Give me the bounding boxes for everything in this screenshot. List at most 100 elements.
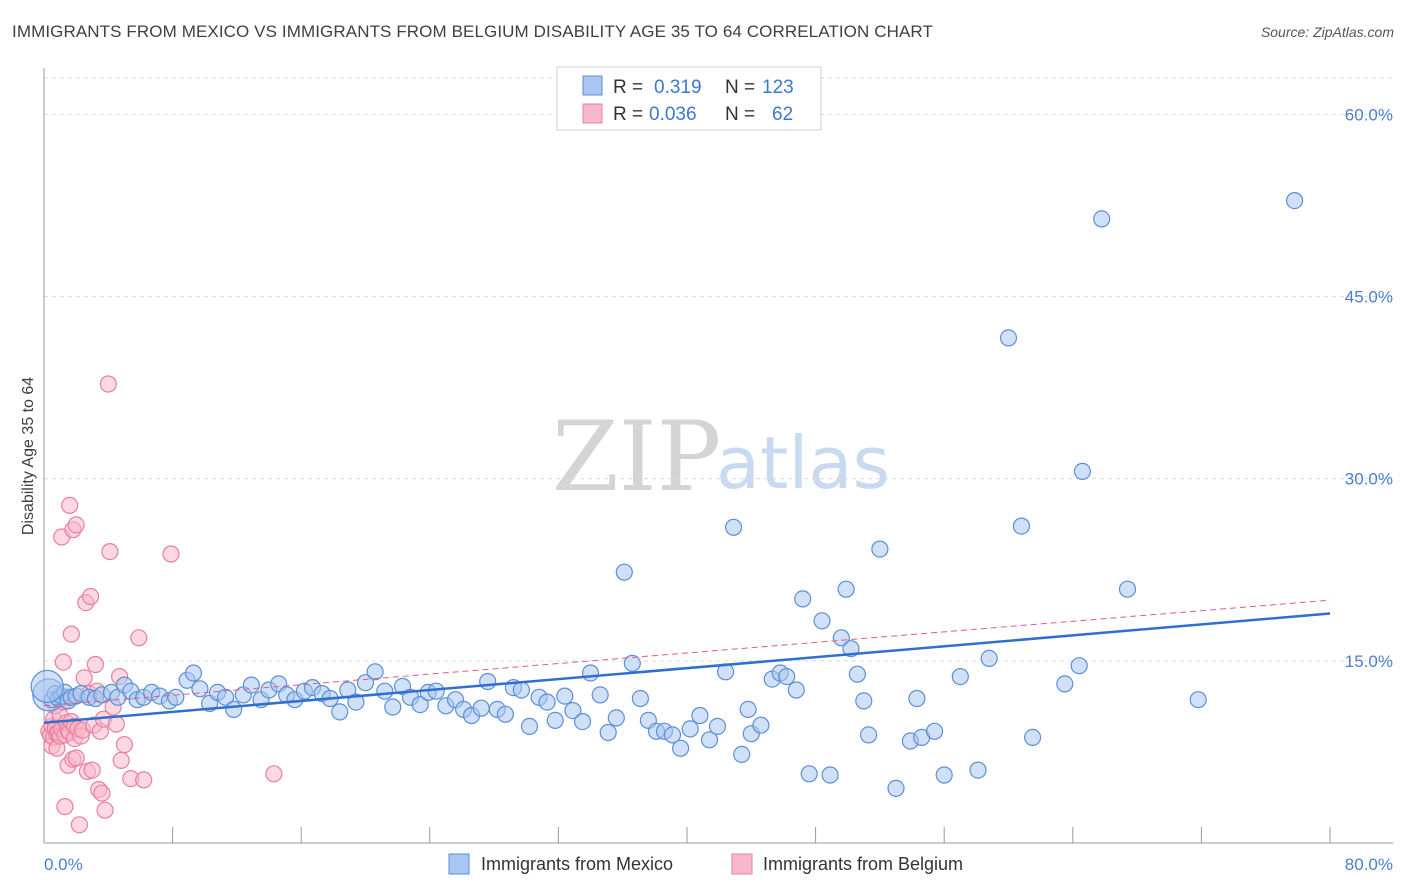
legend-r-value-belgium: 0.036 <box>649 104 697 125</box>
mexico-point-97 <box>800 765 818 783</box>
mexico-point-58 <box>479 672 497 691</box>
mexico-point-72 <box>599 723 617 742</box>
legend-n-value-mexico: 123 <box>762 77 794 98</box>
legend-n-label-mexico: N = <box>725 77 755 98</box>
mexico-point-111 <box>925 722 944 740</box>
mexico-point-50 <box>411 695 429 714</box>
mexico-point-115 <box>980 649 998 668</box>
mexico-point-106 <box>871 540 889 558</box>
mexico-point-109 <box>908 689 926 708</box>
mexico-point-69 <box>573 712 592 731</box>
mexico-point-70 <box>581 664 600 682</box>
mexico-point-84 <box>700 731 719 749</box>
gridlines <box>44 77 1393 662</box>
belgium-point-33 <box>67 749 85 767</box>
belgium-point-45 <box>86 655 105 674</box>
mexico-point-83 <box>691 706 709 725</box>
mexico-point-100 <box>832 629 850 647</box>
mexico-point-60 <box>496 705 514 723</box>
mexico-point-66 <box>546 711 564 730</box>
y-axis-label: Disability Age 35 to 64 <box>20 377 37 535</box>
mexico-point-74 <box>615 563 633 581</box>
mexico-point-113 <box>951 667 969 686</box>
mexico-point-43 <box>347 693 365 711</box>
mexico-point-25 <box>191 680 209 698</box>
mexico-point-31 <box>242 676 260 694</box>
mexico-point-29 <box>225 700 243 719</box>
belgium-points <box>40 375 283 834</box>
legend-swatch-belgium <box>582 103 603 124</box>
mexico-point-68 <box>564 701 582 720</box>
mexico-point-41 <box>331 703 349 721</box>
belgium-point-62 <box>162 545 180 563</box>
belgium-point-49 <box>93 784 111 802</box>
mexico-point-126 <box>30 669 64 704</box>
legend-n-value-belgium: 62 <box>772 104 793 125</box>
mexico-point-118 <box>1023 728 1042 747</box>
mexico-point-46 <box>376 682 394 700</box>
legend-r-label-mexico: R = <box>613 77 643 98</box>
watermark: ZIP atlas <box>552 401 890 513</box>
belgium-point-35 <box>70 816 89 834</box>
mexico-point-104 <box>855 692 873 710</box>
mexico-point-101 <box>837 580 855 598</box>
mexico-point-45 <box>366 663 384 681</box>
legend-swatch-mexico <box>582 75 603 96</box>
mexico-point-24 <box>184 664 203 682</box>
mexico-point-73 <box>607 709 625 727</box>
mexico-point-122 <box>1093 210 1111 228</box>
legend-r-value-mexico: 0.319 <box>654 77 702 98</box>
x-tick-marks <box>172 827 1331 843</box>
belgium-point-26 <box>62 625 80 643</box>
belgium-point-61 <box>135 771 153 789</box>
watermark-atlas: atlas <box>716 421 890 505</box>
mexico-point-52 <box>427 682 445 700</box>
bottom-legend-label-mexico: Immigrants from Mexico <box>481 854 673 874</box>
mexico-point-103 <box>848 665 867 683</box>
chart-title: IMMIGRANTS FROM MEXICO VS IMMIGRANTS FRO… <box>12 22 933 41</box>
axes <box>43 68 1393 844</box>
mexico-point-105 <box>859 726 878 744</box>
mexico-point-76 <box>631 689 650 708</box>
belgium-point-52 <box>99 375 117 393</box>
mexico-point-28 <box>217 688 235 706</box>
belgium-point-19 <box>56 797 74 816</box>
y-tick-label-60: 60.0% <box>1345 105 1393 124</box>
x-tick-label-max: 80.0% <box>1345 855 1393 874</box>
mexico-point-87 <box>724 518 743 536</box>
belgium-point-32 <box>67 516 85 534</box>
belgium-point-57 <box>112 751 130 770</box>
belgium-point-63 <box>265 765 283 783</box>
belgium-point-38 <box>75 669 93 687</box>
mexico-point-116 <box>999 329 1018 347</box>
mexico-point-124 <box>1189 691 1207 709</box>
mexico-point-22 <box>167 688 185 706</box>
belgium-point-42 <box>81 587 100 606</box>
trend-lines <box>43 599 1331 725</box>
mexico-point-47 <box>384 698 402 716</box>
mexico-point-71 <box>591 686 609 704</box>
watermark-zip: ZIP <box>552 401 721 513</box>
y-tick-label-30: 30.0% <box>1345 470 1393 489</box>
mexico-point-96 <box>794 590 812 608</box>
mexico-point-44 <box>356 674 375 692</box>
y-tick-labels: 15.0% 30.0% 45.0% 60.0% <box>1345 105 1393 670</box>
mexico-point-123 <box>1118 580 1137 598</box>
mexico-point-114 <box>969 761 987 779</box>
mexico-point-63 <box>520 717 539 736</box>
belgium-point-24 <box>61 496 79 514</box>
belgium-point-58 <box>115 735 134 754</box>
mexico-point-67 <box>556 687 574 705</box>
series-legend: Immigrants from Mexico Immigrants from B… <box>448 853 963 875</box>
source-label: Source: ZipAtlas.com <box>1260 24 1394 40</box>
belgium-point-53 <box>101 542 119 561</box>
mexico-point-82 <box>681 720 699 738</box>
mexico-point-112 <box>935 766 953 784</box>
mexico-point-120 <box>1070 657 1088 675</box>
mexico-point-125 <box>1285 192 1304 210</box>
belgium-trend-line <box>43 599 1331 707</box>
mexico-point-62 <box>512 681 531 699</box>
mexico-point-117 <box>1012 517 1031 535</box>
belgium-point-55 <box>107 715 125 733</box>
